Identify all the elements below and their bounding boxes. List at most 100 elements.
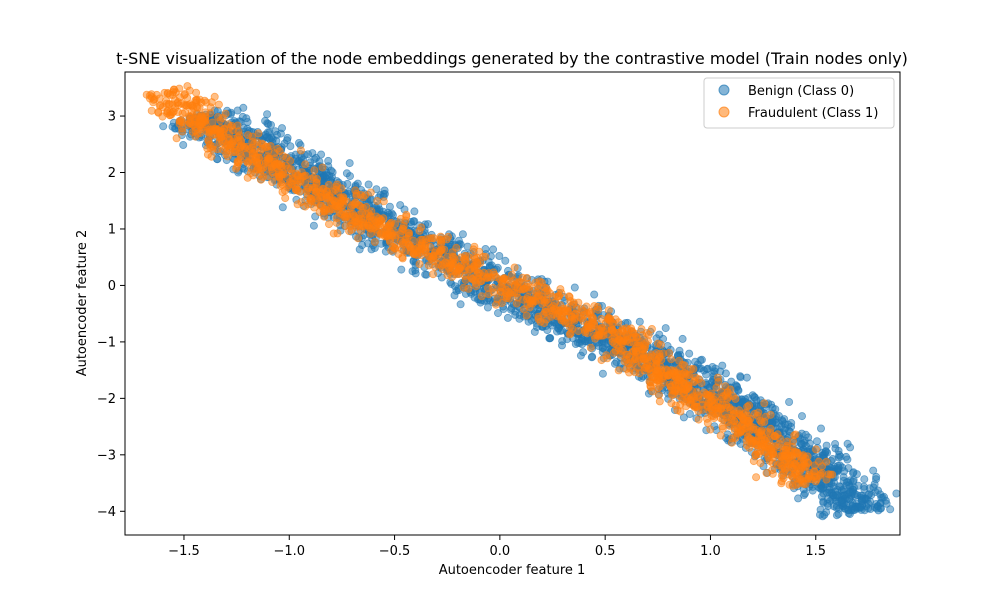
scatter-point (207, 152, 216, 161)
scatter-point (227, 121, 236, 130)
scatter-point (339, 193, 348, 202)
scatter-point (324, 180, 333, 189)
scatter-point (780, 451, 789, 460)
scatter-point (459, 283, 468, 292)
scatter-point (678, 334, 687, 343)
scatter-point (147, 106, 156, 115)
scatter-point (172, 134, 181, 143)
scatter-point (824, 470, 833, 479)
scatter-point (614, 328, 623, 337)
scatter-point (523, 292, 532, 301)
scatter-point (800, 460, 809, 469)
scatter-point (702, 370, 711, 379)
scatter-point (286, 156, 295, 165)
scatter-point (245, 157, 254, 166)
y-tick-label: −1 (97, 335, 116, 350)
scatter-point (491, 300, 500, 309)
scatter-point (429, 270, 438, 279)
x-axis-label: Autoencoder feature 1 (439, 563, 586, 578)
scatter-point (825, 485, 834, 494)
scatter-point (483, 303, 492, 312)
scatter-point (506, 305, 515, 314)
scatter-point (282, 136, 291, 145)
scatter-point (327, 166, 336, 175)
scatter-point (813, 437, 822, 446)
scatter-point (750, 409, 759, 418)
scatter-point (714, 408, 723, 417)
scatter-point (303, 150, 312, 159)
scatter-point (268, 177, 277, 186)
scatter-point (604, 330, 613, 339)
scatter-point (493, 309, 502, 318)
scatter-point (409, 217, 418, 226)
scatter-point (470, 242, 479, 251)
scatter-point (545, 334, 554, 343)
scatter-point (334, 202, 343, 211)
scatter-point (721, 391, 730, 400)
scatter-point (812, 475, 821, 484)
scatter-point (505, 289, 514, 298)
scatter-point (679, 379, 688, 388)
scatter-point (595, 330, 604, 339)
scatter-point (163, 89, 172, 98)
scatter-point (435, 235, 444, 244)
scatter-point (796, 452, 805, 461)
scatter-point (703, 418, 712, 427)
scatter-point (850, 505, 859, 514)
scatter-point (540, 319, 549, 328)
scatter-point (487, 261, 496, 270)
scatter-point (159, 122, 168, 131)
scatter-point (570, 283, 579, 292)
scatter-point (456, 300, 465, 309)
x-tick-label: −1.0 (273, 544, 305, 559)
scatter-point (473, 253, 482, 262)
scatter-point (276, 171, 285, 180)
scatter-point (756, 416, 765, 425)
scatter-point (675, 346, 684, 355)
scatter-point (264, 120, 273, 129)
scatter-point (554, 309, 563, 318)
scatter-point (522, 282, 531, 291)
scatter-point (872, 472, 881, 481)
scatter-point (627, 324, 636, 333)
points-layer (142, 82, 901, 521)
scatter-point (561, 318, 570, 327)
scatter-point (791, 430, 800, 439)
scatter-point (749, 437, 758, 446)
scatter-point (373, 196, 382, 205)
scatter-point (178, 109, 187, 118)
scatter-point (313, 194, 322, 203)
scatter-point (358, 241, 367, 250)
scatter-point (293, 180, 302, 189)
scatter-point (580, 326, 589, 335)
scatter-point (312, 178, 321, 187)
scatter-point (777, 477, 786, 486)
scatter-point (324, 156, 333, 165)
scatter-point (728, 434, 737, 443)
scatter-point (691, 357, 700, 366)
scatter-point (794, 494, 803, 503)
scatter-point (203, 144, 212, 153)
scatter-point (155, 101, 164, 110)
scatter-point (318, 184, 327, 193)
scatter-point (398, 254, 407, 263)
scatter-point (326, 204, 335, 213)
legend-marker-fraudulent (718, 106, 730, 118)
scatter-point (510, 263, 519, 272)
scatter-point (874, 486, 883, 495)
scatter-point (865, 490, 874, 499)
scatter-point (597, 323, 606, 332)
scatter-point (597, 314, 606, 323)
scatter-point (528, 299, 537, 308)
scatter-point (579, 348, 588, 357)
scatter-point (214, 113, 223, 122)
scatter-point (686, 365, 695, 374)
y-tick-label: −3 (97, 448, 116, 463)
scatter-point (232, 164, 241, 173)
scatter-point (801, 441, 810, 450)
scatter-point (691, 373, 700, 382)
scatter-point (542, 284, 551, 293)
scatter-point (458, 230, 467, 239)
scatter-point (876, 504, 885, 513)
